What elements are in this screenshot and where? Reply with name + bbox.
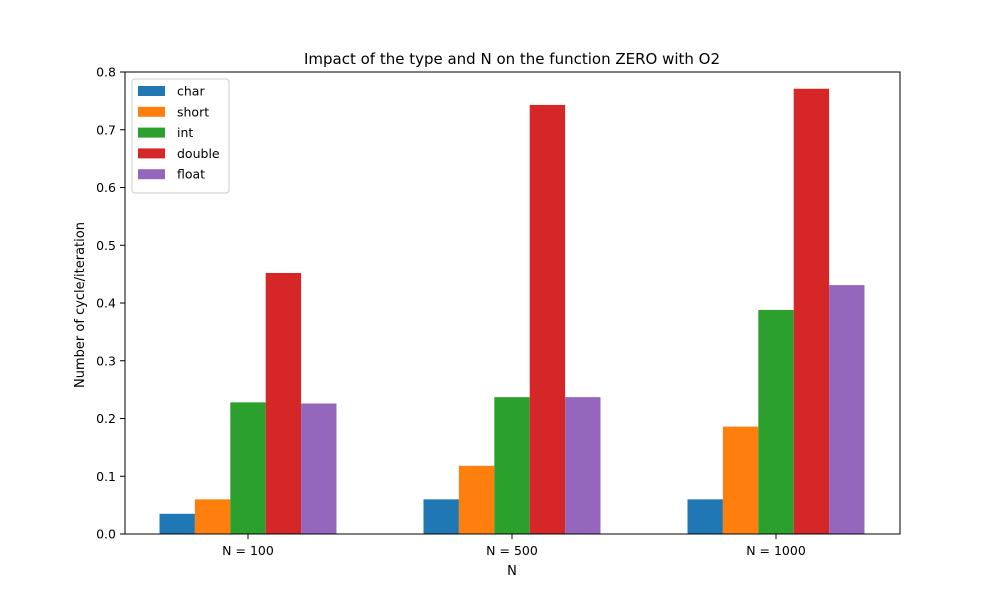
plot-area: 0.0 0.1 0.2 0.3 0.4 0.5 0.6 0.7 0.8 N = 100 N = 50… [96, 65, 901, 558]
bar-short-3 [722, 426, 759, 534]
bar-float-3 [829, 285, 865, 534]
y-tick-label: 0.0 [96, 527, 116, 542]
bar-double-3 [793, 88, 830, 534]
legend-swatch-int [138, 127, 165, 138]
y-tick-label: 0.5 [96, 238, 116, 253]
bar-char-3 [687, 499, 723, 534]
bar-int-3 [758, 309, 794, 534]
bar-short-2 [458, 465, 495, 534]
bar-float-2 [565, 397, 601, 534]
legend-label-float: float [177, 167, 205, 182]
legend-label-double: double [177, 146, 220, 161]
x-tick-label: N = 100 [222, 543, 274, 558]
legend-swatch-char [138, 86, 165, 96]
legend-swatch-short [138, 106, 165, 117]
legend-label-short: short [177, 104, 209, 119]
bar-float-1 [301, 403, 337, 534]
y-tick-label: 0.2 [96, 411, 116, 426]
bar-double-1 [265, 272, 302, 534]
y-tick-label: 0.6 [96, 180, 116, 195]
bar-int-2 [494, 397, 530, 534]
bar-short-1 [194, 499, 231, 534]
x-tick-label: N = 500 [486, 543, 538, 558]
legend-label-int: int [177, 125, 193, 140]
y-axis-label: Number of cycle/iteration [73, 222, 88, 388]
bar-double-2 [529, 104, 566, 534]
legend-swatch-float [138, 169, 165, 180]
x-axis-label: N [507, 564, 517, 579]
legend-swatch-double [138, 148, 165, 159]
y-tick-label: 0.3 [96, 353, 116, 368]
y-tick-label: 0.4 [96, 296, 116, 311]
y-tick-label: 0.8 [96, 65, 116, 80]
y-tick-label: 0.1 [96, 469, 116, 484]
chart-title: Impact of the type and N on the function… [304, 50, 720, 68]
bar-char-2 [423, 499, 459, 534]
y-tick-label: 0.7 [96, 122, 116, 137]
legend-label-char: char [177, 84, 205, 99]
bar-char-1 [159, 513, 195, 534]
bar-int-1 [230, 402, 266, 534]
x-tick-label: N = 1000 [746, 543, 806, 558]
